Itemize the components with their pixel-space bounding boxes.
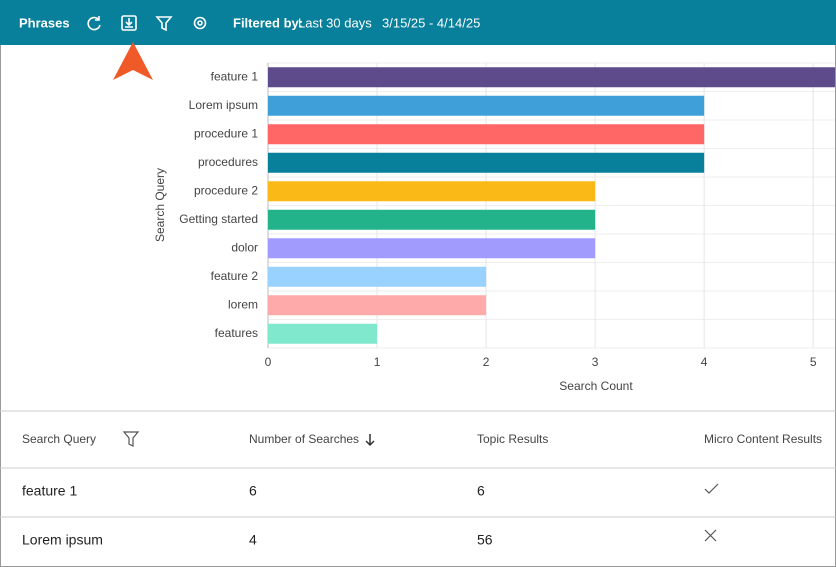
y-tick-label: procedure 1 [194,126,258,140]
y-tick-label: procedure 2 [194,183,258,197]
bar [268,95,705,116]
x-tick-label: 0 [265,355,272,369]
cell-searches: 4 [249,532,257,548]
bars [268,67,835,344]
y-tick-label: procedures [198,155,258,169]
refresh-icon[interactable] [87,16,101,31]
y-tick-label: lorem [228,297,258,311]
settings-icon[interactable] [193,16,207,30]
y-axis-title: Search Query [153,168,167,242]
y-tick-label: feature 2 [211,269,259,283]
chart: 0 1 2 3 4 5 feature 1 Lorem ipsum procedure 1 pro… [179,62,835,369]
x-tick-label: 4 [701,355,708,369]
check-icon [704,483,719,494]
pointer-arrow [113,42,153,80]
filter-value: Last 30 days [298,15,372,30]
bar [268,152,705,173]
toolbar [0,0,836,45]
bar [268,67,835,88]
column-filter-icon[interactable] [122,431,140,447]
x-tick-label: 3 [592,355,599,369]
table: Search Query Number of Searches Topic Resu… [0,432,836,548]
toolbar-title: Phrases [19,15,70,30]
y-tick-label: dolor [231,240,258,254]
bar [268,238,596,259]
x-axis-title: Search Count [559,379,633,393]
column-header: Topic Results [477,432,548,446]
download-icon[interactable] [121,15,137,31]
date-range: 3/15/25 - 4/14/25 [382,15,480,30]
bar [268,209,596,230]
cell-topics: 56 [477,532,493,548]
cell-searches: 6 [249,483,257,499]
x-tick-label: 2 [483,355,490,369]
bar [268,181,596,202]
x-tick-label: 1 [374,355,381,369]
filter-icon[interactable] [155,16,173,32]
y-tick-label: Lorem ipsum [189,98,258,112]
filter-label: Filtered by: [233,15,303,30]
y-tick-label: features [215,326,258,340]
bar [268,323,378,344]
cell-query: feature 1 [22,483,77,499]
x-tick-label: 5 [810,355,817,369]
column-header: Search Query [22,432,96,446]
sort-icon[interactable] [365,434,375,447]
y-tick-label: feature 1 [211,69,259,83]
toolbar-icons [87,15,207,32]
cross-icon [704,529,717,542]
cell-query: Lorem ipsum [22,532,103,548]
cell-topics: 6 [477,483,485,499]
bar [268,266,487,287]
bar [268,124,705,145]
column-header: Micro Content Results [704,432,822,446]
bar [268,295,487,316]
column-header: Number of Searches [249,432,359,446]
y-tick-label: Getting started [179,212,258,226]
